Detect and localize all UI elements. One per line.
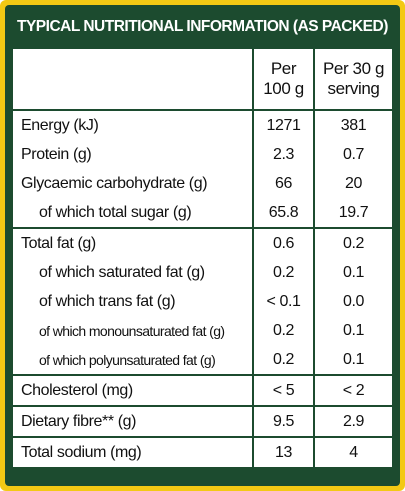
nutrient-row: of which trans fat (g) < 0.1 0.0 bbox=[13, 287, 392, 316]
nutrient-row: of which total sugar (g) 65.8 19.7 bbox=[13, 198, 392, 228]
title: TYPICAL NUTRITIONAL INFORMATION (AS PACK… bbox=[17, 18, 388, 35]
nutrition-table: Per 100 g Per 30 g serving Energy (kJ) 1271… bbox=[13, 49, 392, 467]
nutrient-row: Cholesterol (mg) < 5 < 2 bbox=[13, 374, 392, 406]
header-row: Per 100 g Per 30 g serving bbox=[13, 49, 392, 111]
header-line: Per bbox=[270, 59, 297, 78]
nutrient-row: Glycaemic carbohydrate (g) 66 20 bbox=[13, 169, 392, 198]
nutrient-value: 0.7 bbox=[313, 140, 392, 169]
nutrient-value: 2.9 bbox=[313, 405, 392, 437]
nutrient-name: Glycaemic carbohydrate (g) bbox=[21, 174, 208, 192]
nutrient-row: of which polyunsaturated fat (g) 0.2 0.1 bbox=[13, 345, 392, 375]
nutrient-value: 0.1 bbox=[313, 345, 392, 375]
column-header: Per 30 g serving bbox=[313, 49, 392, 111]
nutrient-name: Total fat (g) bbox=[13, 227, 253, 258]
nutrient-value: 0.2 bbox=[252, 316, 314, 345]
nutrient-name: Dietary fibre** (g) bbox=[13, 405, 253, 437]
nutrient-value: 0.0 bbox=[313, 287, 392, 316]
nutrient-row: Protein (g) 2.3 0.7 bbox=[13, 140, 392, 169]
nutrient-name: of which saturated fat (g) bbox=[39, 263, 205, 281]
nutrient-value: < 5 bbox=[252, 374, 314, 406]
nutrient-value: < 2 bbox=[313, 374, 392, 406]
nutrient-name: Protein (g) bbox=[21, 145, 92, 163]
column-header: Per 100 g bbox=[252, 49, 314, 111]
nutrient-value: 0.2 bbox=[252, 345, 314, 375]
nutrient-value: 0.1 bbox=[313, 316, 392, 345]
nutrient-value: 4 bbox=[313, 436, 392, 467]
nutrient-row: Energy (kJ) 1271 381 bbox=[13, 109, 392, 140]
nutrient-value: < 0.1 bbox=[252, 287, 314, 316]
label-panel: TYPICAL NUTRITIONAL INFORMATION (AS PACK… bbox=[5, 5, 400, 486]
nutrient-name: Total sodium (mg) bbox=[13, 436, 253, 467]
nutrient-value: 381 bbox=[313, 109, 392, 140]
nutrient-row: Dietary fibre** (g) 9.5 2.9 bbox=[13, 405, 392, 437]
nutrient-value: 19.7 bbox=[313, 198, 392, 228]
nutrient-value: 1271 bbox=[252, 109, 314, 140]
nutrient-value: 9.5 bbox=[252, 405, 314, 437]
nutrient-row: Total fat (g) 0.6 0.2 bbox=[13, 227, 392, 258]
nutrient-name: Cholesterol (mg) bbox=[13, 374, 253, 406]
nutrient-name: of which total sugar (g) bbox=[39, 203, 192, 221]
nutrient-value: 2.3 bbox=[252, 140, 314, 169]
nutrient-value: 0.1 bbox=[313, 258, 392, 287]
nutrient-value: 0.2 bbox=[313, 227, 392, 258]
nutrient-name: of which polyunsaturated fat (g) bbox=[39, 351, 216, 368]
nutrient-value: 0.6 bbox=[252, 227, 314, 258]
nutrient-name: of which monounsaturated fat (g) bbox=[39, 322, 225, 339]
nutrient-value: 0.2 bbox=[252, 258, 314, 287]
nutrient-value: 13 bbox=[252, 436, 314, 467]
nutrient-value: 20 bbox=[313, 169, 392, 198]
nutrient-row: Total sodium (mg) 13 4 bbox=[13, 436, 392, 467]
blank-cell bbox=[13, 49, 253, 111]
nutrient-value: 66 bbox=[252, 169, 314, 198]
nutrient-value: 65.8 bbox=[252, 198, 314, 228]
nutrient-row: of which monounsaturated fat (g) 0.2 0.1 bbox=[13, 316, 392, 345]
header-line: serving bbox=[327, 79, 380, 98]
nutrient-name: Energy (kJ) bbox=[13, 109, 253, 140]
nutrient-name: of which trans fat (g) bbox=[39, 292, 176, 310]
table-body: Energy (kJ) 1271 381 Protein (g) 2.3 0.7 Glyca… bbox=[13, 109, 392, 467]
header-line: Per 30 g bbox=[322, 59, 385, 78]
nutrient-row: of which saturated fat (g) 0.2 0.1 bbox=[13, 258, 392, 287]
header-line: 100 g bbox=[263, 79, 304, 98]
